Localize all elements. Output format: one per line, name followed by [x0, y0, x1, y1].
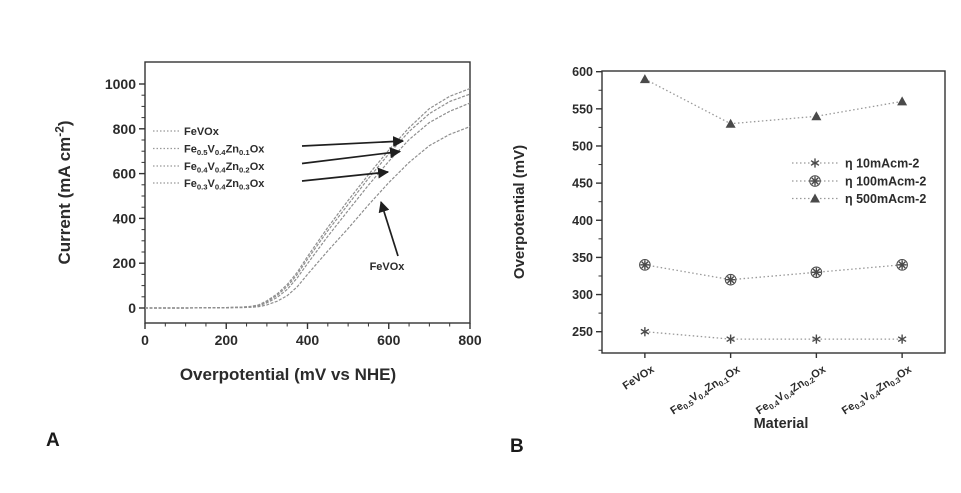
b-y-tick-label: 400 — [572, 214, 593, 228]
b-x-category-label-fe0-5v0-4zn0-1ox: Fe0.5V0.4Zn0.1Ox — [668, 363, 744, 419]
a-y-axis-title: Current (mA cm-2) — [53, 120, 75, 264]
marker-circle-star — [810, 266, 823, 279]
b-y-tick-label: 500 — [572, 139, 593, 153]
a-x-axis-title: Overpotential (mV vs NHE) — [180, 365, 396, 384]
b-x-category-label-fevox: FeVOx — [621, 363, 658, 393]
curve-fe0-3v0-4zn0-3ox — [145, 102, 471, 309]
panel-b-label: B — [510, 436, 524, 457]
b-legend-label-10macm-2: η 10mAcm-2 — [845, 157, 919, 171]
a-legend-arrow — [301, 167, 390, 182]
a-legend-arrow — [301, 135, 405, 148]
a-x-tick-label: 400 — [296, 332, 320, 348]
b-x-axis-title: Material — [754, 416, 809, 432]
b-y-tick-label: 550 — [572, 102, 593, 116]
marker-star — [640, 327, 650, 337]
b-series-100macm-2 — [639, 259, 908, 286]
a-legend-label-fe0-4v0-4zn0-2ox: Fe0.4V0.4Zn0.2Ox — [184, 161, 265, 175]
marker-triangle — [811, 111, 822, 121]
marker-circle-star — [809, 175, 821, 187]
a-x-tick-label: 200 — [215, 332, 239, 348]
a-annotation-arrow — [378, 200, 399, 257]
panel-a-plot: 0 200 400 600 800 0 200 400 600 800 1000 Overpotent… — [53, 61, 482, 384]
marker-star — [897, 334, 907, 344]
a-legend-arrow — [301, 147, 402, 165]
b-series-500macm-2 — [639, 74, 908, 128]
b-y-tick-label: 600 — [572, 65, 593, 79]
curve-fe0-5v0-4zn0-1ox — [145, 87, 471, 309]
marker-triangle — [810, 193, 820, 203]
panel-a-frame — [144, 61, 471, 324]
marker-star — [812, 334, 821, 344]
b-legend-label-100macm-2: η 100mAcm-2 — [845, 175, 926, 189]
b-x-category-label-fe0-4v0-4zn0-2ox: Fe0.4V0.4Zn0.2Ox — [754, 363, 830, 419]
marker-star — [810, 158, 820, 168]
b-y-tick-label: 250 — [572, 325, 593, 339]
a-annotation-fevox: FeVOx — [370, 261, 406, 273]
b-y-tick-label: 300 — [572, 288, 593, 302]
marker-circle-star — [724, 273, 737, 286]
a-y-tick-label: 800 — [113, 121, 137, 137]
a-legend-label-fe0-3v0-4zn0-3ox: Fe0.3V0.4Zn0.3Ox — [184, 178, 265, 192]
a-legend-label-fevox: FeVOx — [184, 126, 220, 138]
a-x-tick-label: 0 — [141, 332, 149, 348]
a-y-tick-label: 400 — [113, 210, 137, 226]
b-y-tick-label: 350 — [572, 251, 593, 265]
a-y-tick-label: 1000 — [105, 76, 136, 92]
b-legend-label-500macm-2: η 500mAcm-2 — [845, 192, 926, 206]
panel-a-label: A — [46, 430, 60, 451]
a-y-tick-label: 0 — [128, 300, 136, 316]
a-x-tick-label: 800 — [458, 332, 482, 348]
b-series-10macm-2 — [640, 327, 907, 344]
marker-circle-star — [639, 259, 651, 271]
marker-star — [726, 334, 735, 344]
marker-triangle — [725, 118, 736, 128]
b-legend: η 10mAcm-2 η 100mAcm-2 η 500mAcm-2 — [792, 157, 926, 206]
a-legend: FeVOx Fe0.5V0.4Zn0.1Ox Fe0.4V0.4Zn0.2Ox Fe0… — [153, 126, 265, 192]
marker-triangle — [639, 74, 650, 84]
a-y-tick-label: 600 — [113, 166, 137, 182]
a-y-tick-label: 200 — [113, 255, 137, 271]
b-y-axis-title: Overpotential (mV) — [511, 145, 528, 279]
a-x-tick-label: 600 — [377, 332, 401, 348]
marker-circle-star — [896, 259, 908, 271]
b-y-tick-label: 450 — [572, 177, 593, 191]
curve-fevox — [145, 126, 471, 309]
panel-b-frame — [601, 70, 946, 354]
curve-fe0-4v0-4zn0-2ox — [145, 93, 471, 309]
panel-b-plot: 250 300 350 400 450 500 550 600 FeVOx Fe0.5V0.4Zn… — [511, 65, 946, 432]
a-legend-label-fe0-5v0-4zn0-1ox: Fe0.5V0.4Zn0.1Ox — [184, 144, 265, 158]
b-x-category-label-fe0-3v0-4zn0-3ox: Fe0.3V0.4Zn0.3Ox — [840, 363, 916, 419]
marker-triangle — [897, 96, 908, 106]
